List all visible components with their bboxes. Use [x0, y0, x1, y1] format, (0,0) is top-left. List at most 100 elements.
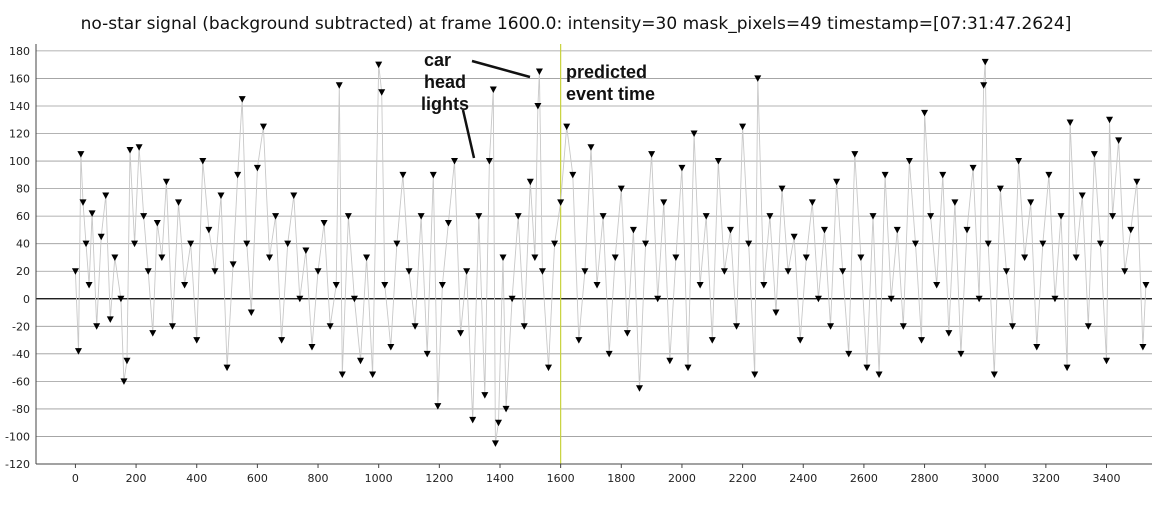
data-point — [678, 164, 686, 172]
data-point — [79, 199, 87, 206]
x-tick-label: 200 — [126, 472, 147, 485]
y-tick-label: -120 — [5, 458, 30, 471]
data-point — [111, 254, 119, 261]
data-point — [320, 220, 328, 227]
data-point — [887, 295, 895, 303]
data-point — [918, 337, 926, 344]
data-point — [551, 240, 559, 248]
data-point — [642, 240, 650, 248]
data-point — [457, 330, 465, 337]
data-point — [1127, 226, 1135, 234]
data-point — [839, 268, 847, 275]
data-point — [272, 213, 280, 220]
y-tick-label: 0 — [23, 293, 30, 306]
data-point — [314, 268, 322, 275]
grid-layer — [36, 50, 1152, 465]
data-point — [234, 171, 242, 179]
data-point — [181, 281, 189, 289]
data-point — [814, 295, 822, 303]
data-point — [393, 240, 401, 248]
data-point — [563, 123, 571, 131]
data-point — [672, 254, 680, 261]
data-point — [1009, 323, 1016, 330]
data-point — [284, 240, 292, 248]
data-point — [158, 254, 166, 261]
data-point — [102, 192, 110, 199]
x-tick-label: 1400 — [486, 472, 514, 485]
data-point — [463, 268, 471, 275]
data-point — [708, 337, 716, 344]
data-point — [469, 416, 477, 424]
signal-series — [71, 58, 1150, 447]
data-point — [635, 385, 643, 392]
data-point — [1072, 254, 1080, 261]
data-point — [733, 323, 741, 330]
data-point — [845, 350, 853, 358]
data-point — [153, 220, 161, 227]
data-point — [660, 199, 668, 206]
x-tick-label: 3400 — [1093, 472, 1121, 485]
annotation-car-head-lights-line: car — [424, 50, 451, 70]
data-point — [1109, 213, 1117, 220]
x-tick-label: 800 — [308, 472, 329, 485]
data-point — [296, 295, 304, 303]
data-point — [720, 268, 728, 275]
data-point — [88, 210, 96, 217]
data-point — [1063, 364, 1071, 372]
data-point — [278, 337, 286, 344]
data-point — [696, 281, 704, 289]
data-point — [648, 151, 656, 158]
data-point — [666, 357, 674, 365]
data-point — [945, 330, 953, 337]
data-point — [981, 58, 989, 66]
data-point — [778, 185, 786, 193]
data-point — [97, 233, 105, 241]
data-point — [1051, 295, 1059, 303]
x-tick-label: 2800 — [911, 472, 939, 485]
annotation-predicted-event-line: event time — [566, 84, 655, 104]
data-point — [1045, 171, 1053, 179]
data-point — [905, 158, 913, 165]
data-point — [438, 281, 446, 289]
data-point — [575, 337, 583, 344]
data-point — [451, 158, 458, 165]
data-point — [881, 171, 889, 179]
data-point — [611, 254, 619, 261]
data-point — [969, 164, 977, 172]
x-tick-label: 1800 — [607, 472, 635, 485]
data-point — [434, 403, 442, 410]
signal-trace-line — [74, 61, 1147, 444]
data-point — [238, 96, 246, 103]
data-point — [1121, 268, 1129, 275]
data-point — [957, 350, 965, 358]
data-point — [545, 364, 553, 372]
data-point — [520, 323, 528, 330]
data-point — [623, 330, 631, 337]
data-point — [1057, 213, 1065, 220]
data-point — [162, 178, 170, 186]
data-point — [1090, 151, 1098, 158]
data-point — [217, 192, 225, 199]
data-point — [654, 295, 662, 303]
data-point — [387, 343, 395, 351]
data-point — [1002, 268, 1010, 275]
data-point — [1106, 116, 1114, 124]
data-point — [990, 371, 998, 378]
data-point — [494, 419, 502, 427]
data-point — [499, 254, 507, 261]
data-point — [290, 192, 298, 199]
data-point — [205, 226, 213, 234]
data-point — [423, 350, 431, 358]
data-point — [378, 89, 386, 96]
axes: -120 -100 -80 -60 -40 -20 0 20 40 60 80 100 120 140 16… — [5, 44, 1152, 485]
x-tick-label: 2200 — [729, 472, 757, 485]
data-point — [259, 123, 267, 131]
data-point — [266, 254, 274, 261]
x-tick-label: 1000 — [365, 472, 393, 485]
x-tick-label: 0 — [72, 472, 79, 485]
data-point — [144, 268, 152, 275]
data-point — [211, 268, 219, 275]
data-point — [338, 371, 346, 378]
